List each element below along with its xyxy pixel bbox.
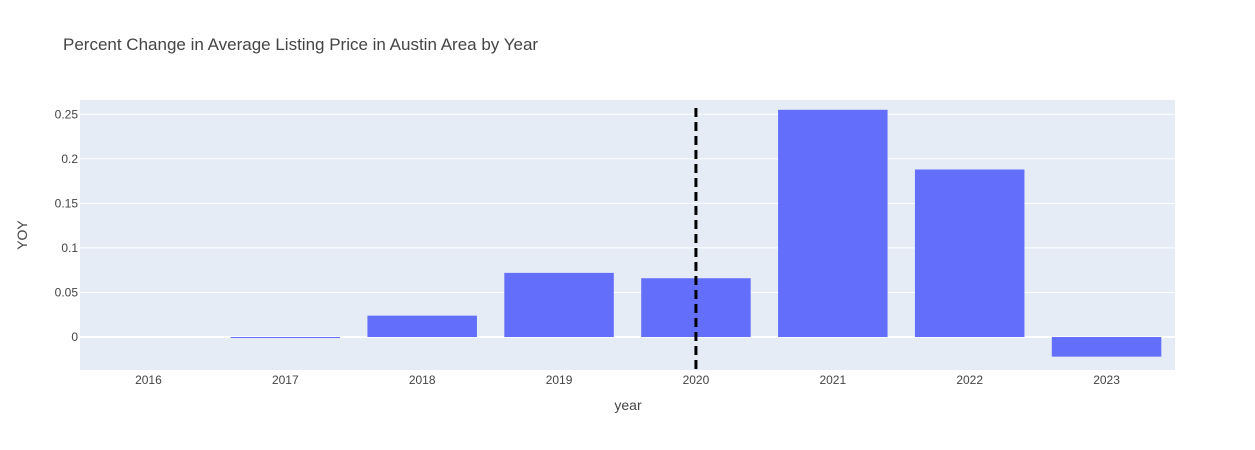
- y-tick-label: 0.25: [55, 107, 79, 121]
- x-tick-label: 2016: [135, 373, 162, 387]
- bar-2021[interactable]: [778, 109, 888, 338]
- bar-2023[interactable]: [1051, 337, 1162, 357]
- x-tick-label: 2022: [956, 373, 983, 387]
- y-axis-title: YOY: [14, 220, 30, 250]
- y-tick-label: 0.1: [61, 241, 78, 255]
- y-tick-labels: 0 0.05 0.1 0.15 0.2 0.25: [55, 107, 79, 344]
- x-tick-label: 2023: [1093, 373, 1120, 387]
- x-tick-label: 2021: [819, 373, 846, 387]
- bar-2017[interactable]: [230, 337, 341, 339]
- x-tick-label: 2020: [683, 373, 710, 387]
- bars: [230, 109, 1162, 357]
- x-tick-label: 2019: [546, 373, 573, 387]
- y-tick-label: 0.05: [55, 285, 79, 299]
- y-tick-label: 0: [71, 330, 78, 344]
- x-axis-title: year: [614, 397, 642, 413]
- x-tick-labels: 2016 2017 2018 2019 2020 2021 2022 2023: [135, 373, 1120, 387]
- x-tick-label: 2017: [272, 373, 299, 387]
- bar-2018[interactable]: [367, 315, 477, 338]
- chart-title: Percent Change in Average Listing Price …: [63, 35, 538, 54]
- x-tick-label: 2018: [409, 373, 436, 387]
- y-tick-label: 0.15: [55, 196, 79, 210]
- bar-2019[interactable]: [504, 272, 614, 338]
- y-tick-label: 0.2: [61, 152, 78, 166]
- bar-2022[interactable]: [914, 169, 1025, 338]
